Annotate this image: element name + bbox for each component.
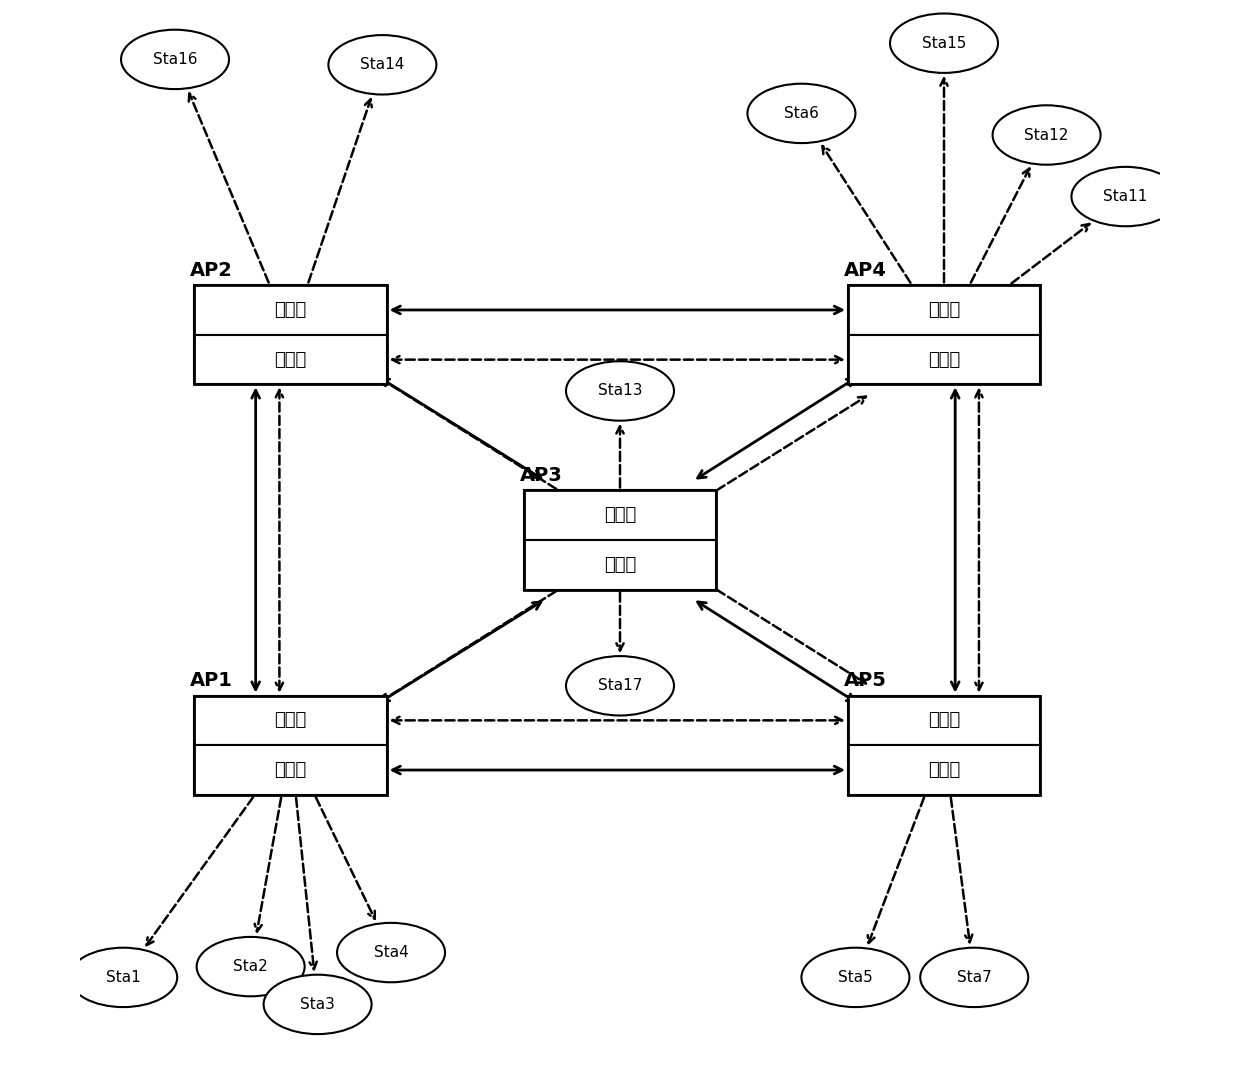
Ellipse shape: [801, 948, 909, 1007]
Text: AP2: AP2: [190, 260, 233, 280]
Ellipse shape: [565, 361, 675, 421]
Bar: [848, 696, 1040, 795]
Ellipse shape: [992, 105, 1101, 164]
Text: 数据层: 数据层: [274, 351, 306, 368]
Bar: [848, 335, 1040, 384]
Ellipse shape: [1071, 166, 1179, 227]
Text: Sta15: Sta15: [921, 36, 966, 51]
Bar: [195, 696, 387, 795]
Bar: [848, 745, 1040, 795]
Ellipse shape: [329, 36, 436, 95]
Bar: [848, 285, 1040, 335]
Text: Sta12: Sta12: [1024, 127, 1069, 143]
Text: Sta1: Sta1: [105, 970, 140, 985]
Bar: [195, 745, 387, 795]
Bar: [195, 285, 387, 335]
Ellipse shape: [69, 948, 177, 1007]
Ellipse shape: [920, 948, 1028, 1007]
Ellipse shape: [748, 83, 856, 143]
Text: Sta2: Sta2: [233, 959, 268, 974]
Ellipse shape: [337, 922, 445, 983]
Text: Sta17: Sta17: [598, 678, 642, 693]
Text: 控制层: 控制层: [274, 301, 306, 319]
Text: Sta13: Sta13: [598, 383, 642, 399]
Bar: [848, 285, 1040, 384]
Bar: [195, 285, 387, 384]
Text: 控制层: 控制层: [604, 507, 636, 524]
Text: 控制层: 控制层: [928, 712, 960, 729]
Text: AP4: AP4: [843, 260, 887, 280]
Text: Sta11: Sta11: [1104, 189, 1148, 204]
Text: Sta16: Sta16: [153, 52, 197, 67]
Bar: [195, 335, 387, 384]
Bar: [523, 540, 717, 590]
Ellipse shape: [264, 974, 372, 1035]
Text: AP3: AP3: [520, 465, 562, 485]
Text: Sta6: Sta6: [784, 106, 818, 121]
Ellipse shape: [122, 29, 229, 90]
Ellipse shape: [197, 936, 305, 996]
Text: 控制层: 控制层: [928, 301, 960, 319]
Text: 数据层: 数据层: [274, 761, 306, 779]
Bar: [523, 490, 717, 540]
Text: Sta14: Sta14: [360, 57, 404, 72]
Bar: [195, 696, 387, 745]
Text: 数据层: 数据层: [928, 351, 960, 368]
Text: Sta7: Sta7: [957, 970, 992, 985]
Text: AP1: AP1: [190, 671, 233, 690]
Text: 数据层: 数据层: [604, 556, 636, 573]
Text: Sta3: Sta3: [300, 997, 335, 1012]
Ellipse shape: [890, 13, 998, 73]
Text: AP5: AP5: [843, 671, 887, 690]
Bar: [523, 490, 717, 590]
Bar: [848, 696, 1040, 745]
Text: Sta5: Sta5: [838, 970, 873, 985]
Text: Sta4: Sta4: [373, 945, 408, 960]
Text: 数据层: 数据层: [928, 761, 960, 779]
Ellipse shape: [565, 656, 675, 715]
Text: 控制层: 控制层: [274, 712, 306, 729]
